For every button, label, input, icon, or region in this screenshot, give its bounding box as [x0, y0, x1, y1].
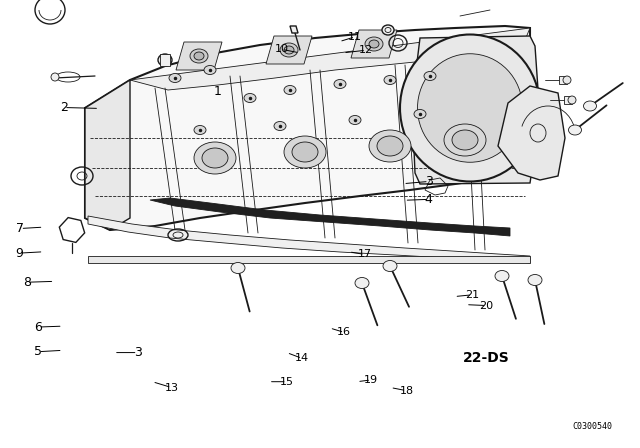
Ellipse shape — [292, 142, 318, 162]
Ellipse shape — [231, 263, 245, 273]
Polygon shape — [176, 42, 222, 70]
Text: 15: 15 — [280, 377, 294, 387]
Polygon shape — [351, 30, 397, 58]
Ellipse shape — [244, 94, 256, 103]
Text: 5: 5 — [35, 345, 42, 358]
Polygon shape — [498, 86, 565, 180]
Text: 2: 2 — [60, 101, 68, 114]
Polygon shape — [150, 198, 510, 236]
Ellipse shape — [204, 65, 216, 74]
Polygon shape — [160, 54, 170, 66]
Text: 9: 9 — [15, 246, 23, 260]
Ellipse shape — [369, 40, 379, 48]
Text: 22-DS: 22-DS — [463, 351, 510, 366]
Text: 16: 16 — [337, 327, 351, 337]
Polygon shape — [412, 36, 540, 184]
Polygon shape — [85, 80, 130, 230]
Ellipse shape — [194, 125, 206, 134]
Ellipse shape — [274, 121, 286, 130]
Ellipse shape — [384, 76, 396, 85]
Text: 6: 6 — [35, 320, 42, 334]
Text: 18: 18 — [399, 386, 413, 396]
Polygon shape — [559, 76, 567, 84]
Text: 20: 20 — [479, 301, 493, 310]
Text: 12: 12 — [359, 45, 373, 55]
Ellipse shape — [194, 52, 204, 60]
Ellipse shape — [369, 130, 411, 162]
Ellipse shape — [284, 136, 326, 168]
Ellipse shape — [444, 124, 486, 156]
Polygon shape — [88, 216, 530, 263]
Ellipse shape — [202, 148, 228, 168]
Text: 3: 3 — [425, 175, 433, 188]
Text: 14: 14 — [295, 353, 309, 363]
Ellipse shape — [284, 46, 294, 54]
Ellipse shape — [158, 54, 172, 66]
Ellipse shape — [194, 142, 236, 174]
Ellipse shape — [528, 275, 542, 285]
Ellipse shape — [349, 116, 361, 125]
Polygon shape — [85, 26, 530, 230]
Text: 3: 3 — [134, 346, 141, 359]
Text: 8: 8 — [23, 276, 31, 289]
Ellipse shape — [400, 34, 540, 181]
Ellipse shape — [495, 271, 509, 281]
Text: 7: 7 — [17, 222, 24, 235]
Ellipse shape — [377, 136, 403, 156]
Text: 10: 10 — [275, 44, 289, 54]
Text: 19: 19 — [364, 375, 378, 385]
Ellipse shape — [584, 101, 596, 111]
Text: 4: 4 — [425, 193, 433, 206]
Ellipse shape — [355, 277, 369, 289]
Text: 21: 21 — [465, 290, 479, 300]
Ellipse shape — [568, 96, 576, 104]
Ellipse shape — [334, 79, 346, 89]
Ellipse shape — [284, 86, 296, 95]
Polygon shape — [130, 28, 530, 90]
Polygon shape — [88, 256, 530, 263]
Ellipse shape — [452, 130, 478, 150]
Polygon shape — [564, 96, 572, 104]
Polygon shape — [266, 36, 312, 64]
Ellipse shape — [365, 37, 383, 51]
Ellipse shape — [51, 73, 59, 81]
Polygon shape — [290, 26, 298, 33]
Ellipse shape — [424, 72, 436, 81]
Ellipse shape — [190, 49, 208, 63]
Text: 11: 11 — [348, 32, 362, 42]
Text: 13: 13 — [164, 383, 179, 392]
Text: 17: 17 — [358, 250, 372, 259]
Ellipse shape — [568, 125, 582, 135]
Ellipse shape — [414, 109, 426, 119]
Text: C0300540: C0300540 — [572, 422, 612, 431]
Ellipse shape — [417, 54, 522, 162]
Ellipse shape — [563, 76, 571, 84]
Ellipse shape — [383, 260, 397, 271]
Ellipse shape — [382, 25, 394, 35]
Ellipse shape — [280, 43, 298, 57]
Text: 1: 1 — [214, 85, 221, 99]
Ellipse shape — [169, 73, 181, 82]
